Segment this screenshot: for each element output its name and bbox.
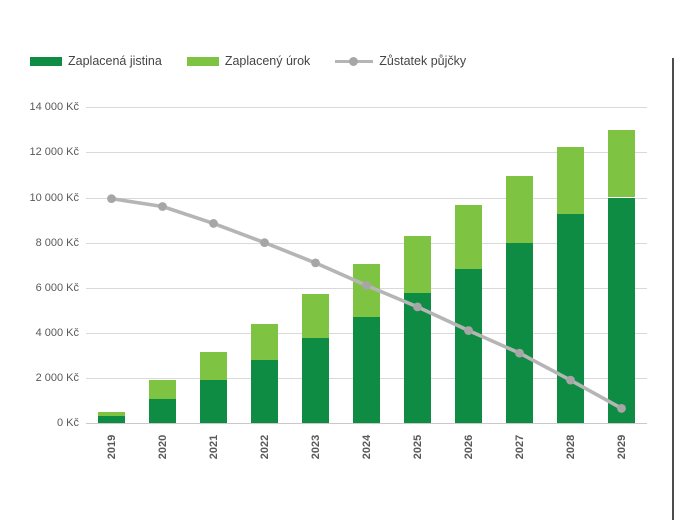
balance-marker-2023 bbox=[311, 258, 320, 268]
legend-item-principal: Zaplacená jistina bbox=[30, 54, 162, 68]
y-axis-tick-label: 2 000 Kč bbox=[35, 371, 79, 384]
bar-interest-2024 bbox=[353, 264, 380, 317]
balance-marker-2021 bbox=[209, 219, 218, 228]
x-axis-tick-label: 2023 bbox=[309, 434, 322, 460]
interest-swatch-icon bbox=[186, 56, 219, 66]
y-axis-tick-label: 6 000 Kč bbox=[35, 281, 79, 294]
bar-principal-2021 bbox=[200, 380, 227, 423]
bar-interest-2019 bbox=[98, 411, 125, 417]
x-axis-tick-label: 2027 bbox=[513, 434, 526, 460]
x-axis-tick-label: 2024 bbox=[360, 434, 373, 460]
gridline bbox=[86, 152, 647, 154]
legend-label-principal: Zaplacená jistina bbox=[68, 54, 162, 68]
x-axis-tick-label: 2026 bbox=[462, 434, 475, 460]
x-axis-tick-label: 2020 bbox=[156, 434, 169, 460]
principal-swatch-icon bbox=[30, 56, 62, 66]
bar-principal-2026 bbox=[455, 268, 482, 423]
x-axis-line bbox=[86, 423, 647, 424]
bar-principal-2027 bbox=[506, 242, 533, 423]
x-axis-tick-label: 2028 bbox=[564, 434, 577, 460]
bar-principal-2023 bbox=[302, 338, 329, 423]
y-axis-tick-label: 10 000 Kč bbox=[29, 191, 79, 204]
bar-interest-2021 bbox=[200, 351, 227, 381]
gridline bbox=[86, 107, 647, 109]
balance-marker-2020 bbox=[158, 202, 167, 211]
x-axis-tick-label: 2025 bbox=[411, 434, 424, 460]
window-edge bbox=[672, 58, 674, 520]
bar-principal-2029 bbox=[608, 197, 635, 423]
x-axis-tick-label: 2019 bbox=[105, 434, 118, 460]
x-axis-tick-label: 2021 bbox=[207, 434, 220, 460]
legend-item-interest: Zaplacený úrok bbox=[186, 54, 311, 68]
bar-principal-2019 bbox=[98, 416, 125, 423]
bar-interest-2022 bbox=[251, 323, 278, 360]
x-axis-tick-label: 2022 bbox=[258, 434, 271, 460]
bar-principal-2025 bbox=[404, 293, 431, 423]
balance-line-marker-icon bbox=[335, 56, 374, 66]
y-axis-tick-label: 4 000 Kč bbox=[35, 326, 79, 339]
y-axis-tick-label: 8 000 Kč bbox=[35, 236, 79, 249]
bar-principal-2022 bbox=[251, 359, 278, 423]
legend-item-balance: Zůstatek půjčky bbox=[335, 54, 466, 68]
legend-label-interest: Zaplacený úrok bbox=[224, 54, 311, 68]
bar-interest-2029 bbox=[608, 129, 635, 198]
y-axis-tick-label: 12 000 Kč bbox=[29, 146, 79, 159]
bar-interest-2028 bbox=[557, 146, 584, 215]
y-axis-tick-label: 14 000 Kč bbox=[29, 101, 79, 114]
y-axis-tick-label: 0 Kč bbox=[56, 417, 79, 429]
legend-label-balance: Zůstatek půjčky bbox=[379, 54, 467, 68]
x-axis-tick-label: 2029 bbox=[615, 434, 628, 460]
balance-marker-2019 bbox=[107, 194, 116, 204]
bar-principal-2020 bbox=[149, 399, 176, 423]
bar-interest-2023 bbox=[302, 294, 329, 339]
bar-principal-2024 bbox=[353, 317, 380, 423]
bar-interest-2025 bbox=[404, 235, 431, 294]
bar-interest-2027 bbox=[506, 176, 533, 243]
bar-interest-2026 bbox=[455, 205, 482, 269]
chart-legend: Zaplacená jistina Zaplacený úrok Zůstate… bbox=[30, 54, 466, 68]
bar-interest-2020 bbox=[149, 380, 176, 400]
bar-principal-2028 bbox=[557, 214, 584, 423]
